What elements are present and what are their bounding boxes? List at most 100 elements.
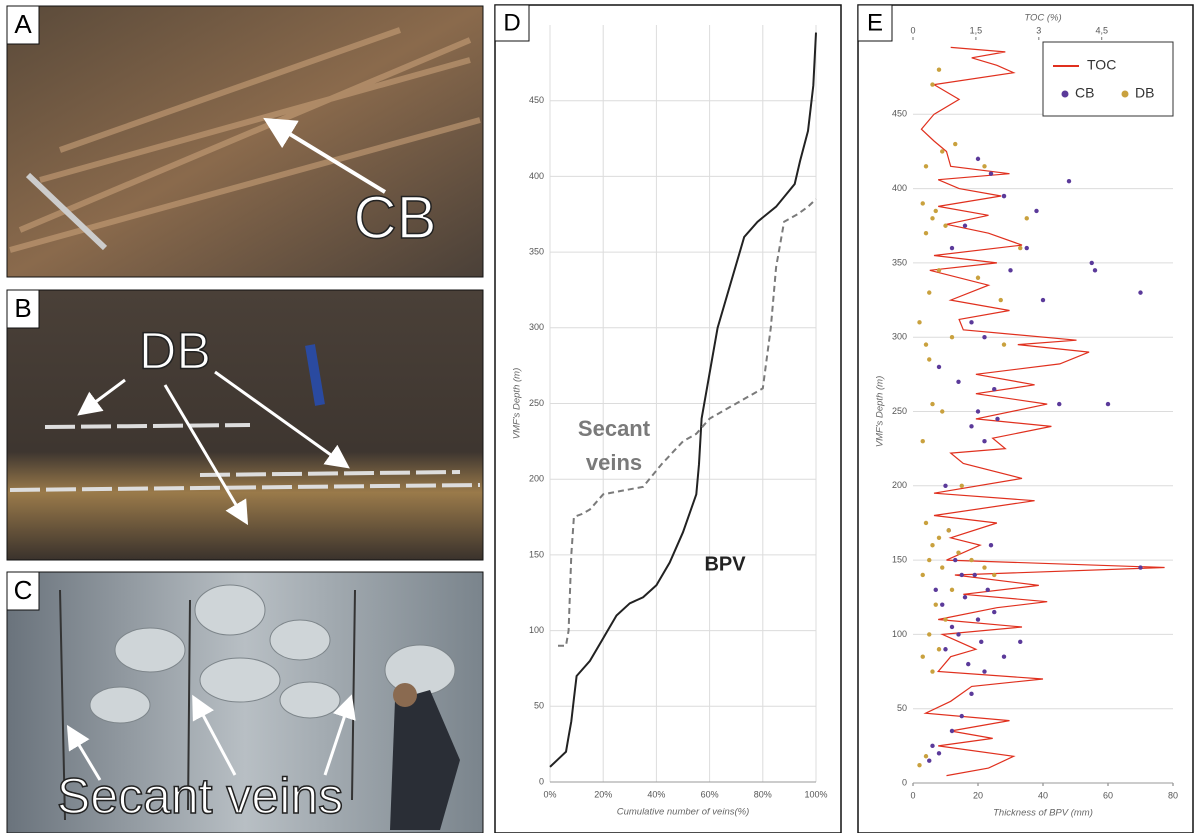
data-point [982, 669, 987, 674]
data-point [927, 290, 932, 295]
x2-tick-label: 4,5 [1095, 25, 1108, 35]
y-tick-label: 450 [529, 95, 544, 105]
data-point [946, 528, 951, 533]
data-point [1040, 297, 1046, 303]
y-tick-label: 350 [529, 246, 544, 256]
data-point [992, 387, 997, 392]
data-point [972, 572, 977, 578]
data-point [988, 171, 994, 176]
data-point [923, 520, 929, 526]
x2-tick-label: 3 [1036, 25, 1041, 35]
data-point [969, 320, 974, 325]
data-point [982, 439, 987, 444]
data-point [982, 164, 987, 169]
data-point [933, 587, 938, 593]
data-point [975, 617, 981, 622]
x-tick-label: 80% [754, 789, 772, 799]
data-point [956, 632, 961, 637]
series-line [920, 46, 1165, 777]
x-tick-label: 20 [973, 790, 983, 800]
y-tick-label: 250 [892, 406, 907, 416]
x-tick-label: 0% [543, 789, 556, 799]
data-point [927, 632, 932, 637]
data-point [975, 275, 981, 280]
data-point [975, 156, 981, 162]
data-point [940, 565, 945, 570]
data-point [959, 483, 964, 488]
data-point [949, 245, 955, 251]
y-tick-label: 0 [539, 776, 544, 786]
data-point [936, 67, 942, 72]
photo-annotation: Secant veins [57, 768, 343, 824]
data-point [959, 572, 964, 578]
photo-annotation: CB [353, 184, 436, 251]
photo-c [6, 571, 484, 834]
panel-label-box [857, 4, 893, 42]
data-point [933, 602, 938, 607]
y-tick-label: 200 [892, 480, 907, 490]
data-point [949, 335, 955, 340]
data-point [979, 639, 984, 645]
data-point [1105, 401, 1111, 407]
data-point [943, 223, 948, 228]
x-axis-title: Thickness of BPV (mm) [993, 808, 1093, 819]
data-point [930, 216, 935, 221]
data-point [995, 416, 1000, 422]
data-point [969, 557, 974, 563]
data-point [988, 543, 994, 548]
data-point [917, 762, 922, 768]
x-tick-label: 0 [910, 790, 915, 800]
data-point [1034, 208, 1039, 214]
y-tick-label: 200 [529, 474, 544, 484]
data-point [1089, 260, 1094, 266]
panel-label-box [6, 571, 40, 611]
data-point [949, 624, 955, 630]
data-point [923, 342, 929, 347]
x-tick-label: 80 [1168, 790, 1178, 800]
data-point [940, 602, 945, 607]
data-point [1138, 290, 1143, 295]
x-tick-label: 40% [647, 789, 665, 799]
data-point [936, 751, 942, 756]
data-point [982, 565, 987, 570]
y-tick-label: 50 [534, 701, 544, 711]
photo-a [6, 5, 484, 278]
data-point [920, 654, 925, 659]
data-point [1066, 178, 1072, 184]
y-tick-label: 100 [892, 629, 907, 639]
data-point [943, 617, 948, 622]
series-label: BPV [704, 553, 746, 575]
data-point [940, 409, 945, 414]
x-tick-label: 60 [1103, 790, 1113, 800]
data-point [953, 141, 958, 147]
y-axis-title: VMF's Depth (m) [875, 376, 886, 448]
data-point [927, 357, 932, 362]
data-point [969, 691, 974, 697]
panel-label: E [867, 9, 883, 36]
panel-label-box [6, 5, 40, 45]
data-point [923, 754, 929, 759]
data-point [962, 595, 968, 600]
photo-annotation: DB [139, 323, 211, 381]
y-tick-label: 100 [529, 625, 544, 635]
data-point [985, 587, 990, 593]
legend-label: CB [1075, 85, 1094, 101]
x2-tick-label: 1,5 [970, 25, 983, 35]
data-point [1092, 268, 1098, 273]
data-point [1001, 193, 1007, 199]
data-point [930, 669, 935, 674]
x-axis-title: Cumulative number of veins(%) [617, 807, 750, 818]
data-point [933, 208, 938, 214]
data-point [1024, 245, 1029, 251]
series-line [558, 198, 817, 647]
panel-label-box [6, 289, 40, 329]
x-tick-label: 100% [804, 789, 827, 799]
data-point [1001, 342, 1007, 347]
x-tick-label: 40 [1038, 790, 1048, 800]
data-point [953, 557, 958, 563]
data-point [920, 439, 925, 444]
data-point [962, 223, 968, 228]
data-point [927, 758, 932, 763]
data-point [998, 297, 1003, 303]
data-point [1138, 565, 1143, 570]
